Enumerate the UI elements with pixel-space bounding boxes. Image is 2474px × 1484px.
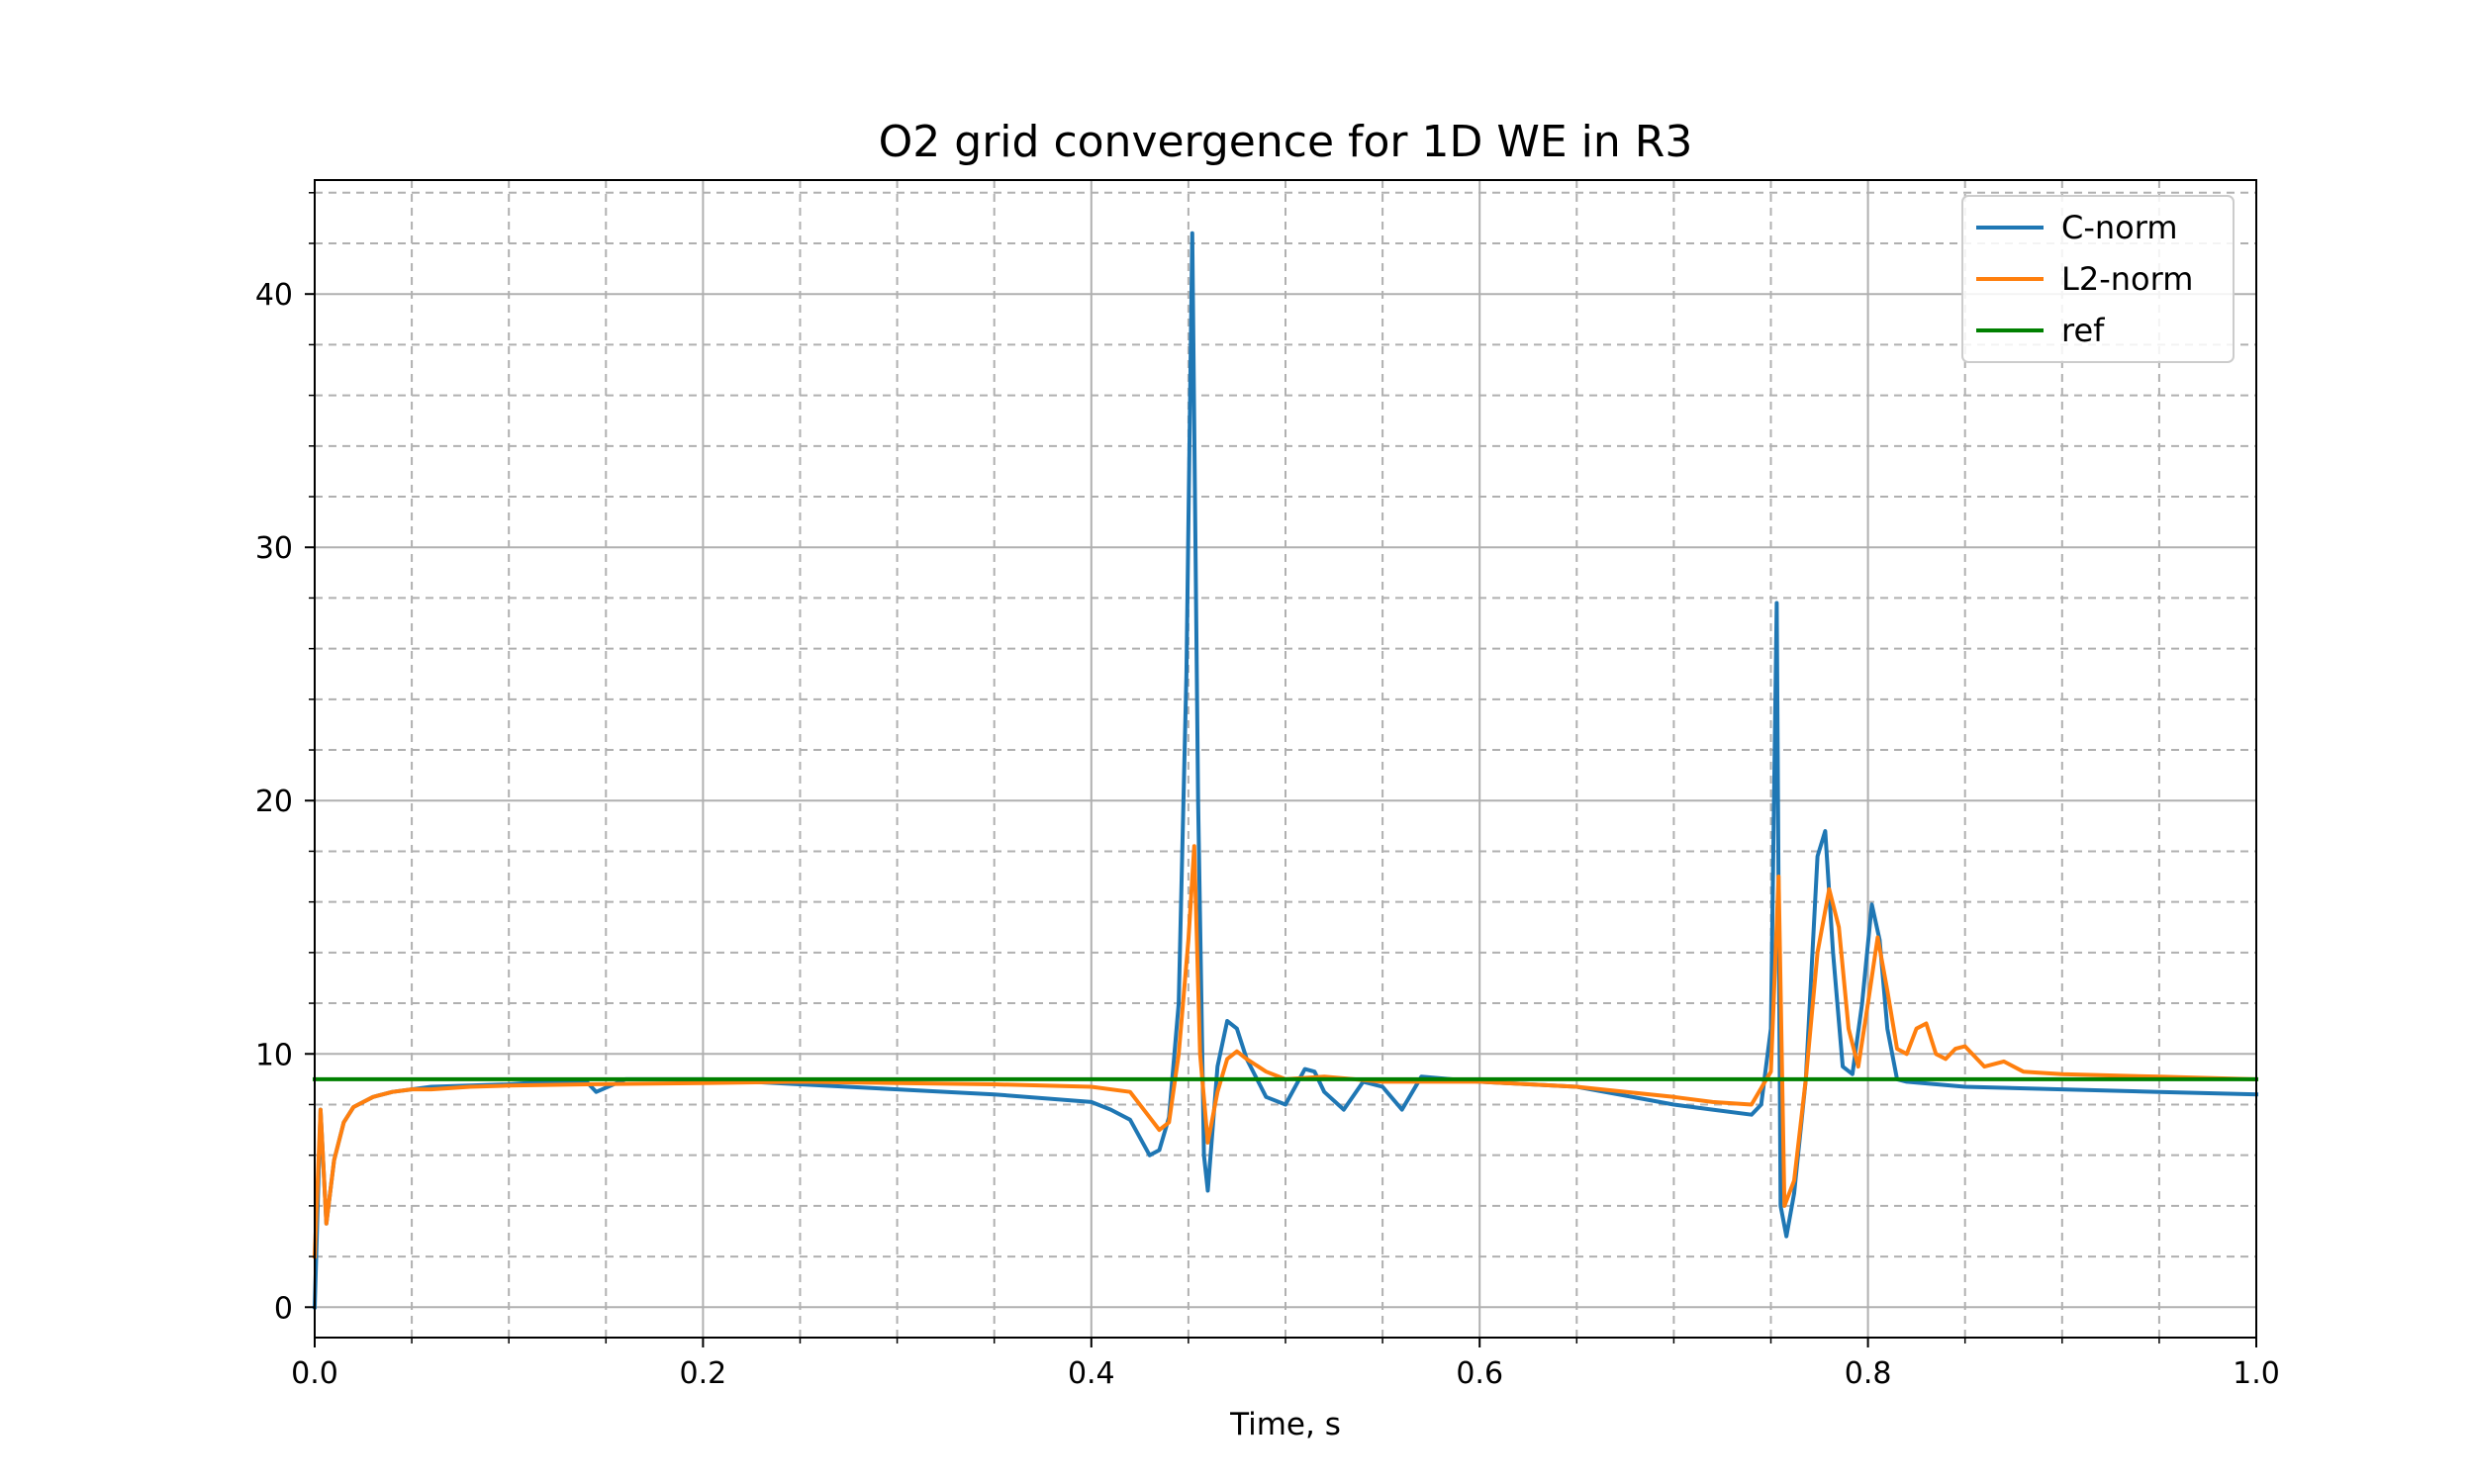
legend-entry: C-norm [2061,209,2178,246]
legend-entry: ref [2061,312,2105,349]
y-tick-label: 30 [255,531,293,566]
y-tick-label: 0 [274,1291,293,1326]
legend-entry: L2-norm [2061,260,2193,298]
x-tick-label: 0.0 [291,1356,338,1391]
series-layer [312,231,2259,1310]
x-axis-label: Time, s [1229,1407,1341,1442]
series-line-c-norm [312,231,2259,1310]
axis-ticks: 0.0 0.2 0.4 0.6 0.8 1.0 0 10 20 30 40 [255,192,2280,1391]
y-tick-label: 10 [255,1038,293,1072]
legend-box [1961,195,2235,363]
x-tick-label: 0.2 [680,1356,727,1391]
y-tick-label: 40 [255,278,293,313]
x-tick-label: 0.4 [1068,1356,1115,1391]
y-tick-label: 20 [255,785,293,819]
x-tick-label: 1.0 [2233,1356,2280,1391]
series-line-l2-norm [312,844,2259,1259]
x-tick-label: 0.6 [1456,1356,1503,1391]
plot-area [315,180,2256,1338]
minor-grid [315,180,2256,1338]
chart-title: O2 grid convergence for 1D WE in R3 [879,117,1693,167]
legend: C-norm L2-norm ref [1961,195,2235,363]
x-tick-label: 0.8 [1845,1356,1892,1391]
